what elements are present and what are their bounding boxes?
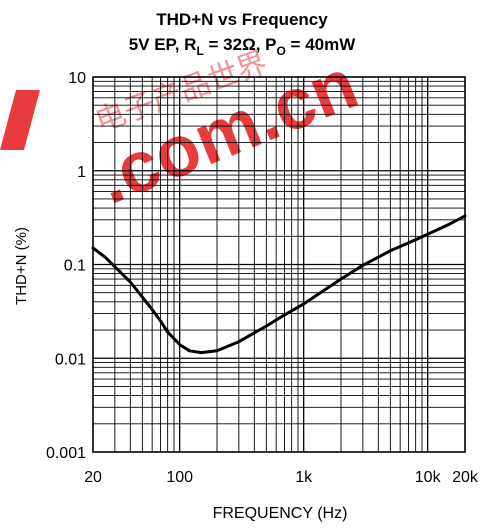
series-layer xyxy=(91,214,467,355)
y-tick-label: 0.001 xyxy=(46,445,86,462)
x-tick-label: 10k xyxy=(415,469,442,486)
grid xyxy=(93,77,465,452)
plot-frame xyxy=(92,76,466,453)
watermark: 电子产品世界 .com.cn xyxy=(0,44,368,220)
series-line xyxy=(91,214,467,355)
x-tick-label: 1k xyxy=(295,469,313,486)
subtitle-suffix: = 40mW xyxy=(286,35,356,54)
subtitle-mid: = 32Ω, P xyxy=(204,35,277,54)
tick-labels: 20 100 1k 10k 20k 10 1 0.1 0.01 0.001 xyxy=(46,70,479,486)
x-tick-label: 20k xyxy=(452,469,479,486)
chart-subtitle: 5V EP, RL = 32Ω, PO = 40mW xyxy=(129,35,357,58)
y-tick-label: 0.1 xyxy=(64,258,86,275)
y-tick-label: 1 xyxy=(77,164,86,181)
y-tick-label: 10 xyxy=(68,70,86,87)
chart-title: THD+N vs Frequency xyxy=(156,10,328,29)
x-tick-label: 20 xyxy=(84,469,102,486)
x-tick-label: 100 xyxy=(166,469,193,486)
y-axis-label: THD+N (%) xyxy=(13,227,30,305)
y-tick-label: 0.01 xyxy=(55,351,86,368)
subtitle-po-sub: O xyxy=(276,44,285,58)
subtitle-prefix: 5V EP, R xyxy=(129,35,197,54)
x-axis-label: FREQUENCY (Hz) xyxy=(213,505,348,522)
watermark-slash xyxy=(0,90,40,150)
subtitle-rl-sub: L xyxy=(196,44,203,58)
